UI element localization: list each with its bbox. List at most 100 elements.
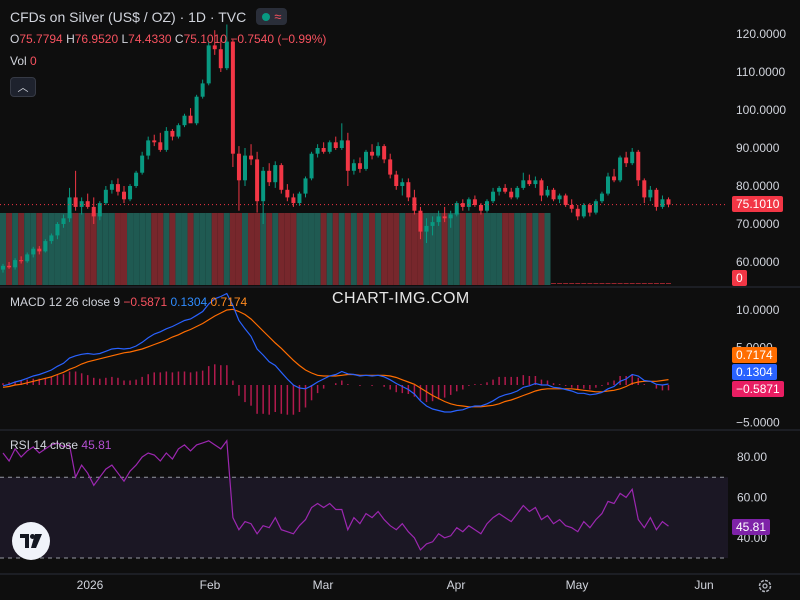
- time-tick-label: May: [566, 578, 589, 592]
- volume-bar: [538, 213, 545, 285]
- volume-bar: [381, 213, 388, 285]
- ohlc-legend: O75.7794 H76.9520 L74.4330 C75.1010 −0.7…: [10, 32, 326, 46]
- volume-bar: [235, 213, 242, 285]
- volume-bar: [369, 213, 376, 285]
- volume-bar: [393, 213, 400, 285]
- candlestick-series: [1, 24, 671, 273]
- volume-bar: [48, 213, 55, 285]
- volume-bar: [169, 213, 176, 285]
- candle-body: [569, 205, 574, 209]
- volume-bar: [405, 213, 412, 285]
- candle-body: [630, 151, 635, 164]
- candle-body: [339, 140, 344, 148]
- volume-bar: [242, 213, 248, 285]
- candle-body: [370, 151, 375, 156]
- tradingview-logo-icon[interactable]: [12, 522, 50, 560]
- volume-bar: [526, 213, 533, 285]
- macd-name: MACD: [10, 295, 46, 309]
- candle-body: [73, 197, 78, 207]
- candle-body: [261, 170, 266, 202]
- volume-bar: [139, 213, 146, 285]
- candle-body: [539, 180, 544, 196]
- volume-bar: [532, 213, 539, 285]
- price-tick-label: 110.0000: [736, 65, 785, 79]
- volume-bar: [90, 213, 97, 285]
- volume-bar: [387, 213, 394, 285]
- volume-bar: [133, 213, 140, 285]
- price-tick-label: 120.0000: [736, 27, 786, 41]
- volume-bar: [423, 213, 430, 285]
- candle-body: [618, 157, 623, 181]
- volume-bar: [54, 213, 61, 285]
- volume-bar: [575, 283, 581, 284]
- candle-body: [545, 189, 550, 196]
- volume-bar: [477, 213, 484, 285]
- volume-bar: [617, 283, 623, 284]
- volume-bar: [308, 213, 315, 285]
- candle-body: [109, 184, 114, 190]
- candle-body: [581, 205, 586, 217]
- candle-body: [333, 142, 338, 148]
- macd-tick-label: 10.0000: [736, 303, 780, 317]
- status-badge[interactable]: ≈: [256, 8, 288, 25]
- candle-body: [297, 193, 302, 204]
- volume-bar: [453, 213, 460, 285]
- candle-body: [436, 216, 441, 223]
- volume-bar: [127, 213, 134, 285]
- macd-legend: MACD 12 26 close 9 −0.5871 0.1304 0.7174: [10, 295, 247, 309]
- candle-body: [206, 45, 211, 84]
- volume-bar: [211, 213, 218, 285]
- macd-tick-label: −5.0000: [736, 416, 780, 430]
- candle-body: [91, 206, 96, 217]
- price-tick-label: 70.0000: [736, 217, 780, 231]
- candle-body: [587, 205, 592, 213]
- candle-body: [267, 170, 272, 183]
- volume-bar: [641, 283, 647, 284]
- rsi-line: [2, 439, 669, 551]
- close-value: 75.1010: [183, 32, 227, 46]
- volume-bar: [18, 213, 25, 285]
- macd-lines: [2, 292, 669, 413]
- macd-hist-value: −0.5871: [123, 295, 168, 309]
- candle-body: [388, 159, 393, 175]
- symbol-legend[interactable]: CFDs on Silver (US$ / OZ) · 1D · TVC ≈: [10, 8, 288, 25]
- collapse-legend-button[interactable]: ︿: [10, 77, 36, 97]
- price-tick-label: 90.0000: [736, 141, 780, 155]
- candle-body: [327, 142, 332, 152]
- candle-body: [636, 151, 641, 181]
- volume-bar: [248, 213, 255, 285]
- candle-body: [31, 248, 36, 255]
- candle-body: [115, 184, 120, 192]
- volume-bar: [496, 213, 503, 285]
- candle-body: [285, 189, 290, 198]
- candle-body: [224, 41, 229, 69]
- volume-bar: [102, 213, 109, 285]
- candle-body: [466, 199, 471, 207]
- candle-body: [176, 125, 181, 137]
- candle-body: [394, 174, 399, 186]
- candle-body: [527, 180, 532, 185]
- candle-body: [364, 151, 368, 169]
- rsi-value: 45.81: [81, 438, 112, 452]
- candle-body: [122, 191, 126, 200]
- macd-signal-axis-label: 0.7174: [732, 347, 777, 363]
- volume-bar: [332, 213, 339, 285]
- settings-gear-icon[interactable]: [756, 577, 774, 595]
- candle-body: [521, 180, 526, 188]
- macd-histogram: [2, 364, 670, 415]
- candle-body: [533, 180, 538, 185]
- candle-body: [273, 165, 278, 183]
- candle-body: [515, 187, 520, 198]
- volume-bar: [284, 213, 291, 285]
- candle-body: [85, 201, 90, 207]
- candle-body: [648, 189, 653, 198]
- candle-body: [37, 248, 42, 252]
- candle-body: [279, 165, 284, 190]
- candle-body: [430, 222, 435, 226]
- volume-legend: Vol 0: [10, 54, 37, 68]
- candle-body: [485, 201, 489, 211]
- candle-body: [612, 176, 617, 181]
- close-label: C: [174, 32, 184, 46]
- candle-body: [563, 195, 568, 205]
